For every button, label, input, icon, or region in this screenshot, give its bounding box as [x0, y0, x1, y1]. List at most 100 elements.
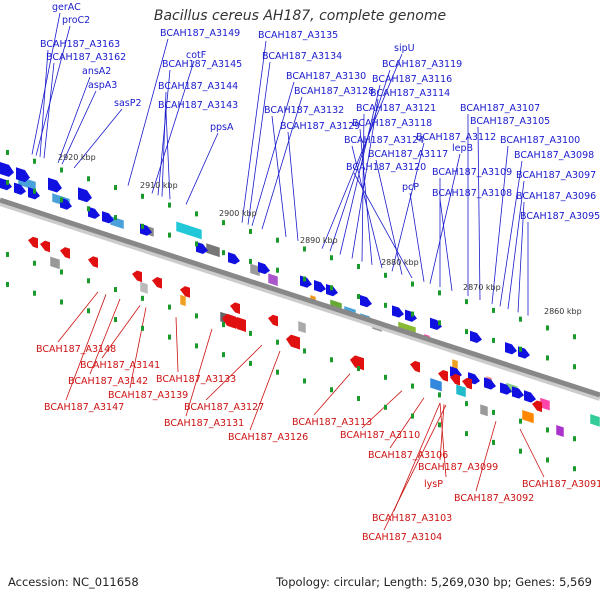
top-leader-line: [271, 115, 287, 237]
scale-label: 2890 kbp: [300, 236, 338, 245]
forward-gene-arrow: [500, 382, 512, 395]
forward-gene-arrow: [392, 305, 404, 318]
topology-summary: Topology: circular; Length: 5,269,030 bp…: [276, 575, 592, 589]
top-gene-label: BCAH187_A3134: [262, 51, 342, 62]
top-leader-line: [251, 81, 295, 227]
reverse-gene-arrow: [152, 277, 162, 289]
top-gene-label: BCAH187_A3096: [516, 191, 596, 202]
bottom-leader-line: [205, 344, 263, 401]
tick-dot: [168, 232, 171, 238]
tick-dot: [87, 176, 90, 182]
scale-label: 2860 kbp: [544, 307, 582, 316]
top-gene-label: pcP: [402, 182, 419, 193]
genome-backbone: [0, 197, 600, 398]
bottom-leader-line: [393, 402, 441, 512]
tick-dot: [492, 337, 495, 343]
tick-dot: [303, 246, 306, 252]
tick-dot: [6, 149, 9, 155]
reverse-gene-arrow: [450, 373, 460, 386]
bottom-leader-line: [361, 390, 403, 429]
feature-box: [175, 220, 203, 240]
tick-dot: [330, 387, 333, 393]
feature-box: [521, 409, 535, 424]
feature-box: [267, 272, 279, 287]
tick-dot: [357, 396, 360, 402]
top-gene-label: BCAH187_A3109: [432, 167, 512, 178]
top-gene-label: ppsA: [210, 122, 234, 133]
top-gene-label: BCAH187_A3117: [368, 149, 448, 160]
top-leader-line: [491, 145, 509, 304]
top-leader-line: [157, 69, 171, 196]
top-gene-label: proC2: [62, 15, 90, 26]
bottom-leader-line: [65, 294, 107, 401]
top-leader-line: [507, 180, 525, 310]
backbone-shadow: [0, 200, 600, 401]
reverse-gene-arrow: [28, 236, 38, 249]
top-gene-label: BCAH187_A3112: [416, 132, 496, 143]
reverse-gene-arrow: [232, 317, 246, 332]
feature-box: [455, 383, 467, 398]
reverse-gene-arrow: [532, 400, 542, 413]
tick-dot: [519, 316, 522, 322]
top-gene-label: sasP2: [114, 98, 142, 109]
tick-dot: [519, 418, 522, 424]
tick-dot: [114, 317, 117, 323]
reverse-gene-arrow: [286, 334, 300, 350]
reverse-gene-arrow: [40, 240, 50, 253]
top-gene-label: BCAH187_A3108: [432, 188, 512, 199]
top-gene-label: BCAH187_A3107: [460, 103, 540, 114]
tick-dot: [303, 276, 306, 282]
tick-dot: [438, 392, 441, 398]
scale-label: 2910 kbp: [140, 181, 178, 190]
top-gene-label: BCAH187_A3098: [514, 150, 594, 161]
tick-dot: [573, 364, 576, 370]
top-leader-line: [517, 201, 525, 313]
tick-dot: [222, 322, 225, 328]
forward-gene-arrow: [470, 330, 482, 344]
top-leader-line: [351, 145, 383, 269]
top-gene-label: BCAH187_A3128: [294, 86, 374, 97]
top-leader-line: [185, 132, 219, 205]
top-gene-label: BCAH187_A3116: [372, 74, 452, 85]
forward-gene-arrow: [360, 295, 372, 308]
top-leader-line: [165, 110, 171, 200]
map-title: Bacillus cereus AH187, complete genome: [153, 8, 447, 24]
bottom-gene-label: BCAH187_A3126: [228, 432, 308, 443]
tick-dot: [465, 431, 468, 437]
bottom-gene-label: BCAH187_A3133: [156, 374, 236, 385]
forward-gene-arrow: [48, 177, 62, 193]
tick-dot: [492, 409, 495, 415]
top-gene-label: BCAH187_A3144: [158, 81, 238, 92]
reverse-gene-arrow: [222, 313, 236, 329]
bottom-gene-label: BCAH187_A3127: [184, 402, 264, 413]
top-gene-label: BCAH187_A3120: [346, 162, 426, 173]
forward-gene-arrow: [228, 252, 240, 265]
top-gene-label: gerAC: [52, 2, 81, 13]
top-gene-label: lepB: [452, 143, 473, 154]
top-gene-label: BCAH187_A3130: [286, 71, 366, 82]
bottom-gene-label: BCAH187_A3091: [522, 479, 600, 490]
tick-dot: [141, 193, 144, 199]
top-gene-label: BCAH187_A3145: [162, 59, 242, 70]
bottom-gene-label: BCAH187_A3113: [292, 417, 372, 428]
tick-dot: [60, 167, 63, 173]
tick-dot: [573, 466, 576, 472]
bottom-leader-line: [185, 328, 213, 417]
top-leader-line: [287, 131, 299, 241]
tick-dot: [249, 330, 252, 336]
bottom-gene-label: BCAH187_A3147: [44, 402, 124, 413]
forward-gene-arrow: [78, 187, 92, 203]
tick-dot: [141, 223, 144, 229]
tick-dot: [222, 250, 225, 256]
tick-dot: [195, 241, 198, 247]
tick-dot: [303, 348, 306, 354]
scale-label: 2870 kbp: [463, 283, 501, 292]
reverse-gene-arrow: [438, 369, 448, 382]
top-gene-label: sipU: [394, 43, 415, 54]
tick-dot: [411, 383, 414, 389]
forward-gene-arrow: [16, 167, 30, 183]
forward-gene-arrow: [314, 280, 326, 293]
tick-dot: [276, 267, 279, 273]
bottom-leader-line: [101, 305, 141, 359]
